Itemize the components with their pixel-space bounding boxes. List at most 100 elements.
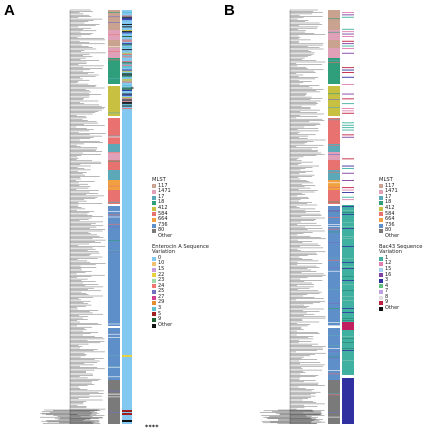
strip-line [342,236,354,237]
strip-line [342,84,354,85]
strip-line [342,36,354,37]
strip-line [328,166,340,167]
legend-title: Enterocin A Sequence Variation [152,243,209,256]
legend-item: 10 [152,261,220,267]
strip-line [122,413,132,415]
strip-line [122,67,132,69]
strip-line [122,100,132,102]
phylogenetic-tree-with-annotation-strips [260,9,354,424]
strip-line [342,165,354,167]
strip-band [328,170,340,180]
legend-label: 5 [158,310,162,317]
strip-line [328,351,340,353]
strip-line [328,18,340,20]
legend-swatch [152,306,156,311]
strip-line [328,322,340,323]
strip-line [122,54,132,55]
strip-line [328,187,340,188]
strip-line [122,69,132,71]
legend-item: 1471 [379,189,440,195]
strip-line [122,99,132,101]
strip-line [122,93,132,95]
strip-line [342,228,354,229]
legend-swatch [379,184,383,189]
strip-band [328,84,340,86]
strip-line [108,16,120,18]
legend-label: 1471 [158,188,171,195]
strip-line [342,189,354,191]
strip-line [328,270,340,272]
legend-title: MLST [152,177,166,183]
legend-swatch [379,262,383,267]
legend-label: Other [385,305,400,312]
strip-line [342,31,354,33]
legend-label: 8 [385,293,389,300]
phylogenetic-tree-with-annotation-strips [40,9,132,424]
legend-item: 664 [152,217,220,223]
strip-line [122,39,132,41]
strip-band [328,10,340,30]
strip-line [342,122,354,124]
strip-line [342,262,354,263]
legend-label: 17 [385,193,392,200]
legend-item: 23 [152,277,220,284]
strip-line [108,333,120,335]
strip-line [108,396,120,398]
strip-line [122,80,132,82]
strip-band [108,190,120,204]
strip-band [342,378,354,424]
legend-swatch [379,256,383,261]
strip-line [108,251,120,253]
strip-line [342,43,354,45]
legend-label: 18 [385,199,392,206]
strip-line [328,107,340,108]
legend-item: 18 [152,200,220,206]
strip-line [122,410,132,412]
mlst-strip [328,10,340,424]
legend-label: 0 [158,254,162,261]
strip-line [328,303,340,304]
strip-line [342,108,354,109]
strip-line [122,75,132,77]
strip-line [328,60,340,61]
legend-swatch [152,312,156,317]
strip-line [108,216,120,218]
strip-line [328,62,340,63]
strip-line [342,276,354,277]
strip-line [122,55,132,57]
legend-item: 8 [379,293,440,301]
strip-band [328,116,340,118]
strip-line [108,12,120,13]
legend-label: 664 [158,216,168,223]
legend-item: 412 [152,204,220,212]
strip-band [108,86,120,116]
legend-swatch [379,234,383,239]
legend-swatch [152,323,156,328]
strip-line [328,267,340,269]
strip-band [108,326,120,328]
legend-label: 9 [158,316,162,323]
legend-label: 25 [158,288,165,295]
phylogenetic-tree [40,9,106,424]
strip-line [342,40,354,42]
legend-item: 4 [379,283,440,290]
strip-band [108,48,120,58]
strip-line [328,224,340,225]
strip-line [108,112,120,114]
legend-item: 25 [152,289,220,295]
legend-item: 80 [152,228,220,234]
strip-band [328,152,340,160]
legend-swatch [379,223,383,228]
legend-swatch [379,206,383,211]
legend-swatch [152,284,156,289]
strip-line [108,136,120,138]
legend-label: 412 [158,204,168,211]
strip-band [108,380,120,424]
strip-line [342,336,354,337]
strip-line [342,72,354,73]
strip-line [342,180,354,181]
strip-line [122,49,132,51]
strip-line [342,48,354,49]
strip-line [108,214,120,216]
strip-line [328,357,340,359]
